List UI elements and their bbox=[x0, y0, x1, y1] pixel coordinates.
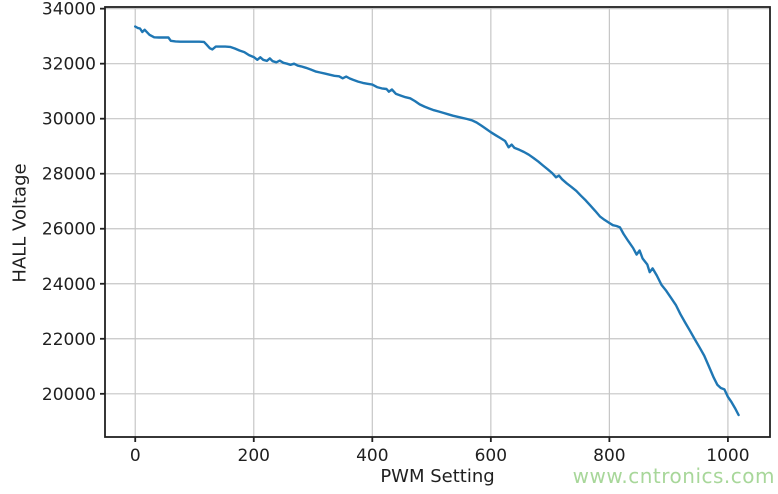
svg-text:28000: 28000 bbox=[42, 165, 96, 185]
svg-text:400: 400 bbox=[356, 446, 388, 466]
axis-ticks bbox=[100, 7, 729, 442]
svg-text:24000: 24000 bbox=[42, 275, 96, 295]
svg-text:200: 200 bbox=[238, 446, 270, 466]
svg-text:26000: 26000 bbox=[42, 220, 96, 240]
plot-frame bbox=[104, 6, 771, 438]
svg-text:0: 0 bbox=[130, 446, 141, 466]
gridlines bbox=[105, 7, 770, 437]
svg-text:600: 600 bbox=[475, 446, 507, 466]
watermark: www.cntronics.com bbox=[572, 464, 775, 488]
svg-text:800: 800 bbox=[593, 446, 625, 466]
svg-text:22000: 22000 bbox=[42, 330, 96, 350]
svg-text:32000: 32000 bbox=[42, 55, 96, 75]
x-axis-label: PWM Setting bbox=[380, 466, 495, 487]
svg-text:34000: 34000 bbox=[42, 0, 96, 20]
svg-text:20000: 20000 bbox=[42, 385, 96, 405]
svg-text:30000: 30000 bbox=[42, 110, 96, 130]
svg-text:1000: 1000 bbox=[706, 446, 749, 466]
data-line bbox=[133, 25, 740, 417]
y-axis-label: HALL Voltage bbox=[9, 163, 31, 283]
tick-labels: 0 200 400 600 800 1000 20000 22000 24000 26000 280… bbox=[42, 0, 750, 466]
